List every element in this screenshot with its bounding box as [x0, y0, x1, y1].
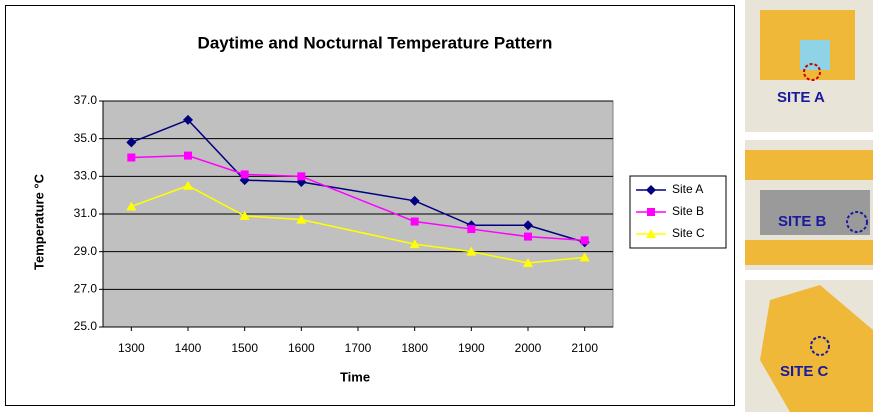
x-tick-label: 1700 — [345, 341, 372, 355]
map-label: SITE C — [780, 363, 829, 380]
x-tick-label: 1500 — [231, 341, 258, 355]
legend-label: Site C — [672, 226, 705, 240]
x-tick-label: 1400 — [175, 341, 202, 355]
chart-title: Daytime and Nocturnal Temperature Patter… — [198, 33, 553, 52]
y-axis-title: Temperature °C — [31, 173, 46, 270]
y-tick-label: 27.0 — [74, 282, 98, 296]
map-block — [745, 240, 873, 265]
y-tick-label: 35.0 — [74, 131, 98, 145]
x-tick-label: 2100 — [571, 341, 598, 355]
page: Daytime and Nocturnal Temperature Patter… — [0, 0, 873, 412]
marker — [127, 154, 135, 162]
x-tick-label: 1800 — [401, 341, 428, 355]
x-tick-label: 2000 — [515, 341, 542, 355]
y-tick-label: 31.0 — [74, 206, 98, 220]
marker — [411, 218, 419, 226]
y-tick-label: 29.0 — [74, 244, 98, 258]
legend-label: Site A — [672, 182, 703, 196]
marker — [184, 152, 192, 160]
marker — [581, 236, 589, 244]
map-block — [745, 150, 873, 180]
x-tick-label: 1900 — [458, 341, 485, 355]
map-label: SITE A — [777, 89, 825, 106]
y-tick-label: 37.0 — [74, 93, 98, 107]
marker — [241, 170, 249, 178]
marker — [647, 208, 655, 216]
map-label: SITE B — [778, 213, 827, 230]
y-tick-label: 25.0 — [74, 319, 98, 333]
legend-label: Site B — [672, 204, 704, 218]
marker — [524, 233, 532, 241]
maps: SITE A SITE B SITE C — [745, 0, 873, 412]
x-tick-label: 1600 — [288, 341, 315, 355]
x-tick-label: 1300 — [118, 341, 145, 355]
x-axis-title: Time — [340, 369, 370, 384]
marker — [467, 225, 475, 233]
y-tick-label: 33.0 — [74, 169, 98, 183]
marker — [297, 172, 305, 180]
